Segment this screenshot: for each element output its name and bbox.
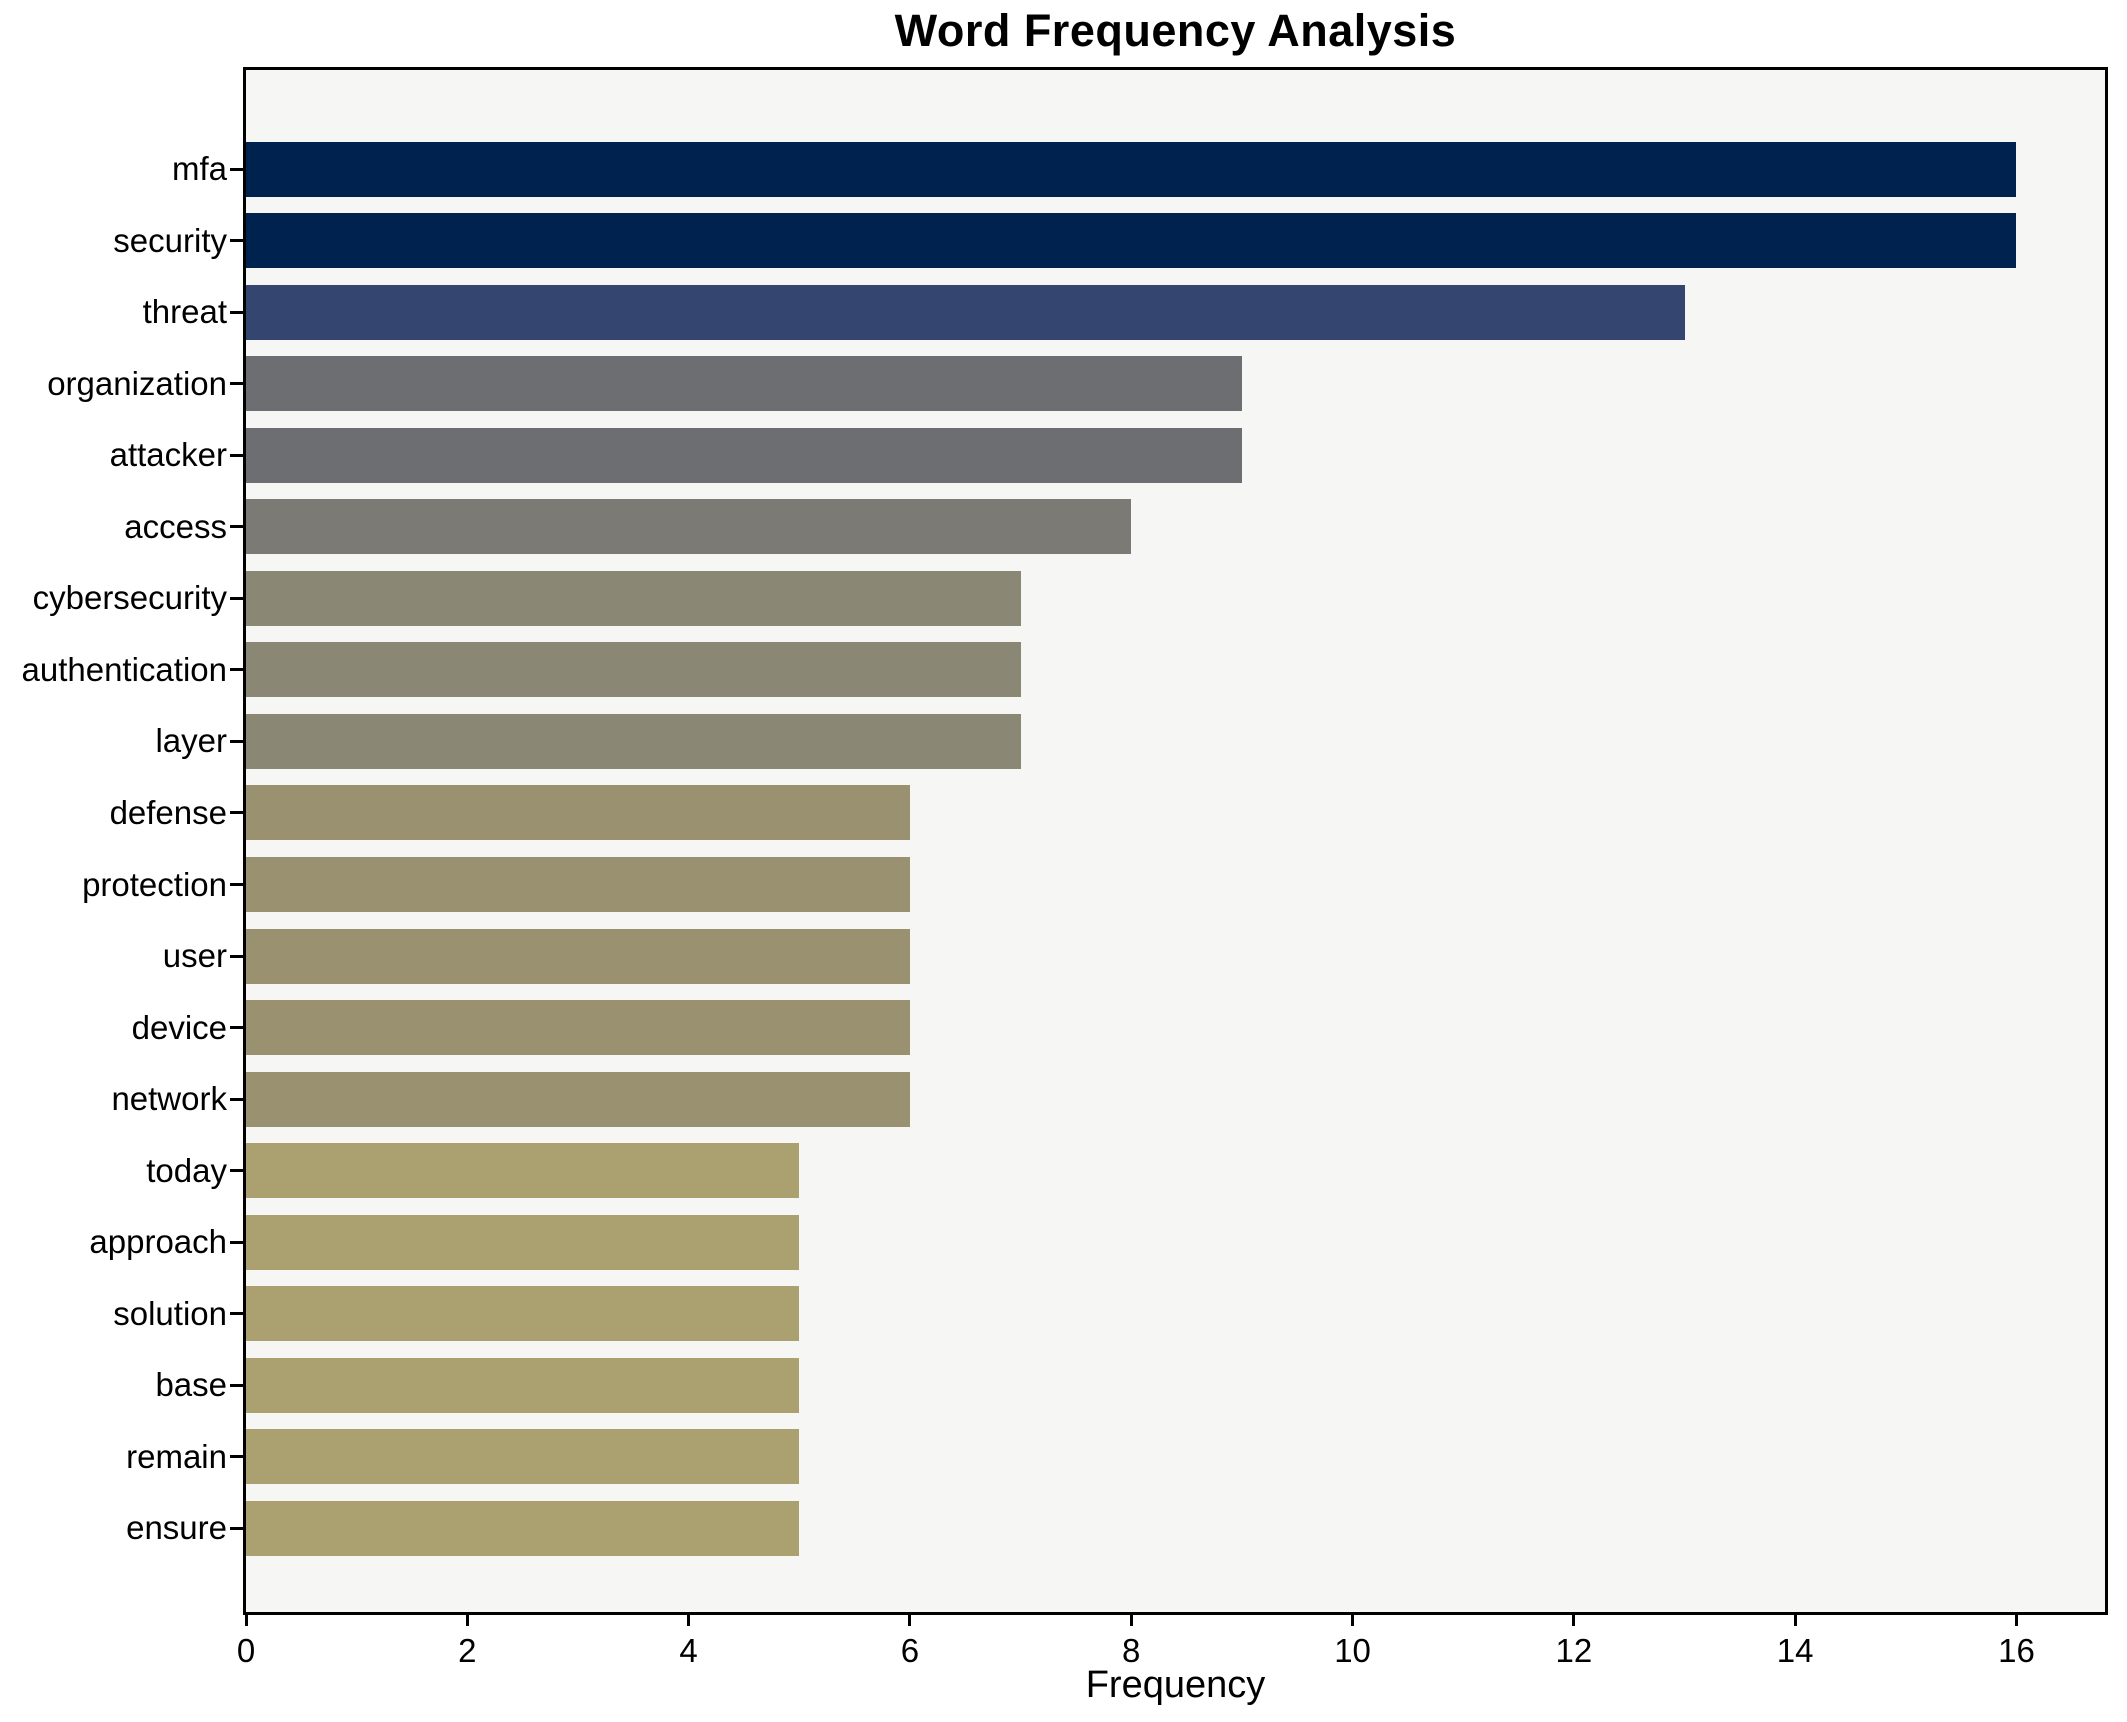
x-tick-mark — [1572, 1615, 1576, 1626]
bar-device — [246, 1000, 910, 1056]
x-tick-mark — [1793, 1615, 1797, 1626]
y-tick-mark — [230, 310, 243, 314]
y-tick-mark — [230, 1312, 243, 1316]
bar-ensure — [246, 1500, 800, 1556]
plot-area — [243, 67, 2108, 1615]
y-tick-mark — [230, 453, 243, 457]
y-tick-mark — [230, 596, 243, 600]
x-tick-label: 0 — [236, 1632, 256, 1669]
bar-authentication — [246, 642, 1021, 698]
y-tick-mark — [230, 1026, 243, 1030]
y-tick-mark — [230, 1169, 243, 1173]
x-tick-mark — [1129, 1615, 1133, 1626]
y-tick-label: device — [131, 1008, 227, 1046]
y-tick-mark — [230, 668, 243, 672]
y-tick-label: access — [124, 507, 227, 545]
x-tick-mark — [687, 1615, 691, 1626]
y-tick-label: remain — [126, 1437, 227, 1475]
bar-network — [246, 1071, 910, 1127]
y-tick-mark — [230, 1526, 243, 1530]
x-tick-label: 16 — [1998, 1632, 2035, 1669]
y-tick-mark — [230, 1097, 243, 1101]
x-tick-mark — [908, 1615, 912, 1626]
y-tick-label: ensure — [126, 1509, 227, 1547]
y-tick-label: base — [155, 1366, 227, 1404]
y-tick-mark — [230, 167, 243, 171]
x-tick-label: 8 — [1122, 1632, 1141, 1669]
bar-approach — [246, 1214, 800, 1270]
bar-protection — [246, 857, 910, 912]
y-tick-label: protection — [82, 865, 227, 903]
bar-attacker — [246, 427, 1242, 483]
y-tick-mark — [230, 739, 243, 743]
x-tick-mark — [2014, 1615, 2018, 1626]
y-tick-mark — [230, 1240, 243, 1244]
y-tick-mark — [230, 525, 243, 529]
y-tick-mark — [230, 883, 243, 886]
y-tick-label: organization — [47, 364, 227, 402]
bar-defense — [246, 785, 910, 841]
bar-threat — [246, 284, 1685, 340]
y-tick-mark — [230, 1383, 243, 1387]
chart-title: Word Frequency Analysis — [894, 5, 1457, 56]
bar-mfa — [246, 141, 2017, 197]
bar-today — [246, 1143, 800, 1199]
bar-organization — [246, 356, 1242, 412]
y-tick-label: today — [146, 1151, 227, 1189]
y-tick-label: mfa — [171, 150, 227, 187]
y-tick-label: authentication — [21, 650, 228, 688]
y-tick-label: security — [113, 221, 227, 259]
x-axis-label: Frequency — [1085, 1664, 1266, 1706]
y-tick-mark — [230, 1455, 243, 1459]
x-tick-label: 6 — [900, 1632, 920, 1669]
y-tick-label: threat — [142, 293, 227, 331]
bar-layer — [246, 713, 1021, 769]
bar-cybersecurity — [246, 570, 1021, 626]
x-tick-label: 14 — [1776, 1632, 1814, 1669]
y-tick-label: network — [111, 1080, 227, 1118]
bar-remain — [246, 1429, 800, 1485]
y-tick-label: cybersecurity — [32, 579, 227, 617]
x-tick-mark — [465, 1615, 469, 1626]
x-tick-label: 12 — [1555, 1632, 1593, 1669]
x-tick-label: 4 — [679, 1632, 698, 1669]
y-tick-label: defense — [109, 793, 227, 831]
y-tick-mark — [230, 239, 243, 243]
bar-security — [246, 213, 2017, 269]
y-tick-mark — [230, 811, 243, 815]
y-tick-mark — [230, 954, 243, 958]
x-tick-label: 2 — [458, 1632, 477, 1669]
y-tick-label: solution — [113, 1294, 227, 1332]
bar-base — [246, 1357, 800, 1413]
x-tick-label: 10 — [1334, 1632, 1371, 1669]
bar-user — [246, 928, 910, 984]
y-tick-label: layer — [155, 722, 227, 760]
bar-access — [246, 499, 1132, 555]
y-tick-label: attacker — [109, 436, 227, 474]
x-tick-mark — [244, 1615, 248, 1626]
y-tick-mark — [230, 382, 243, 386]
bar-solution — [246, 1286, 800, 1342]
y-tick-label: approach — [89, 1223, 227, 1261]
x-tick-mark — [1351, 1615, 1355, 1626]
y-tick-label: user — [162, 937, 227, 975]
